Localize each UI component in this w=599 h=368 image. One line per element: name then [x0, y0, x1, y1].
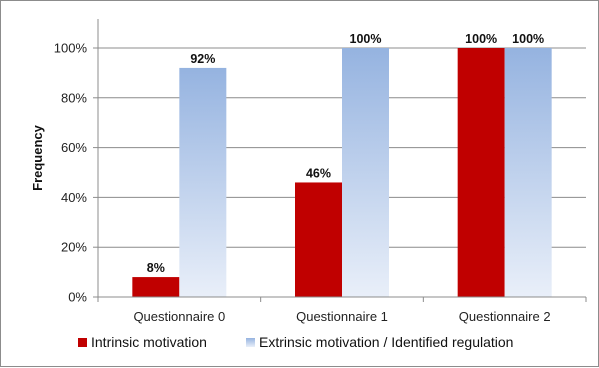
data-label: 8%: [147, 261, 165, 275]
data-label: 92%: [190, 52, 215, 66]
legend-label-extrinsic: Extrinsic motivation / Identified regula…: [259, 334, 513, 350]
bar-intrinsic: [295, 182, 342, 297]
data-label: 100%: [465, 32, 497, 46]
bar-extrinsic: [504, 48, 552, 297]
y-tick-label: 100%: [54, 41, 88, 56]
data-label: 100%: [350, 32, 382, 46]
y-axis-title: Frequency: [30, 124, 45, 191]
legend-swatch-extrinsic: [246, 338, 255, 347]
x-tick-label: Questionnaire 0: [133, 309, 225, 324]
y-tick-label: 80%: [61, 90, 87, 105]
legend-swatch-intrinsic: [78, 338, 87, 347]
y-tick-label: 40%: [61, 190, 87, 205]
y-tick-label: 60%: [61, 140, 87, 155]
y-tick-label: 0%: [68, 290, 87, 305]
data-label: 46%: [306, 166, 331, 180]
y-tick-label: 20%: [61, 240, 87, 255]
data-label: 100%: [512, 32, 544, 46]
x-tick-label: Questionnaire 1: [296, 309, 388, 324]
bar-extrinsic: [179, 67, 227, 297]
bar-intrinsic: [457, 48, 505, 297]
bar-extrinsic: [342, 48, 389, 297]
legend: Intrinsic motivation Extrinsic motivation…: [78, 334, 513, 350]
bar-intrinsic: [132, 277, 180, 297]
legend-label-intrinsic: Intrinsic motivation: [91, 334, 207, 350]
x-tick-label: Questionnaire 2: [459, 309, 551, 324]
